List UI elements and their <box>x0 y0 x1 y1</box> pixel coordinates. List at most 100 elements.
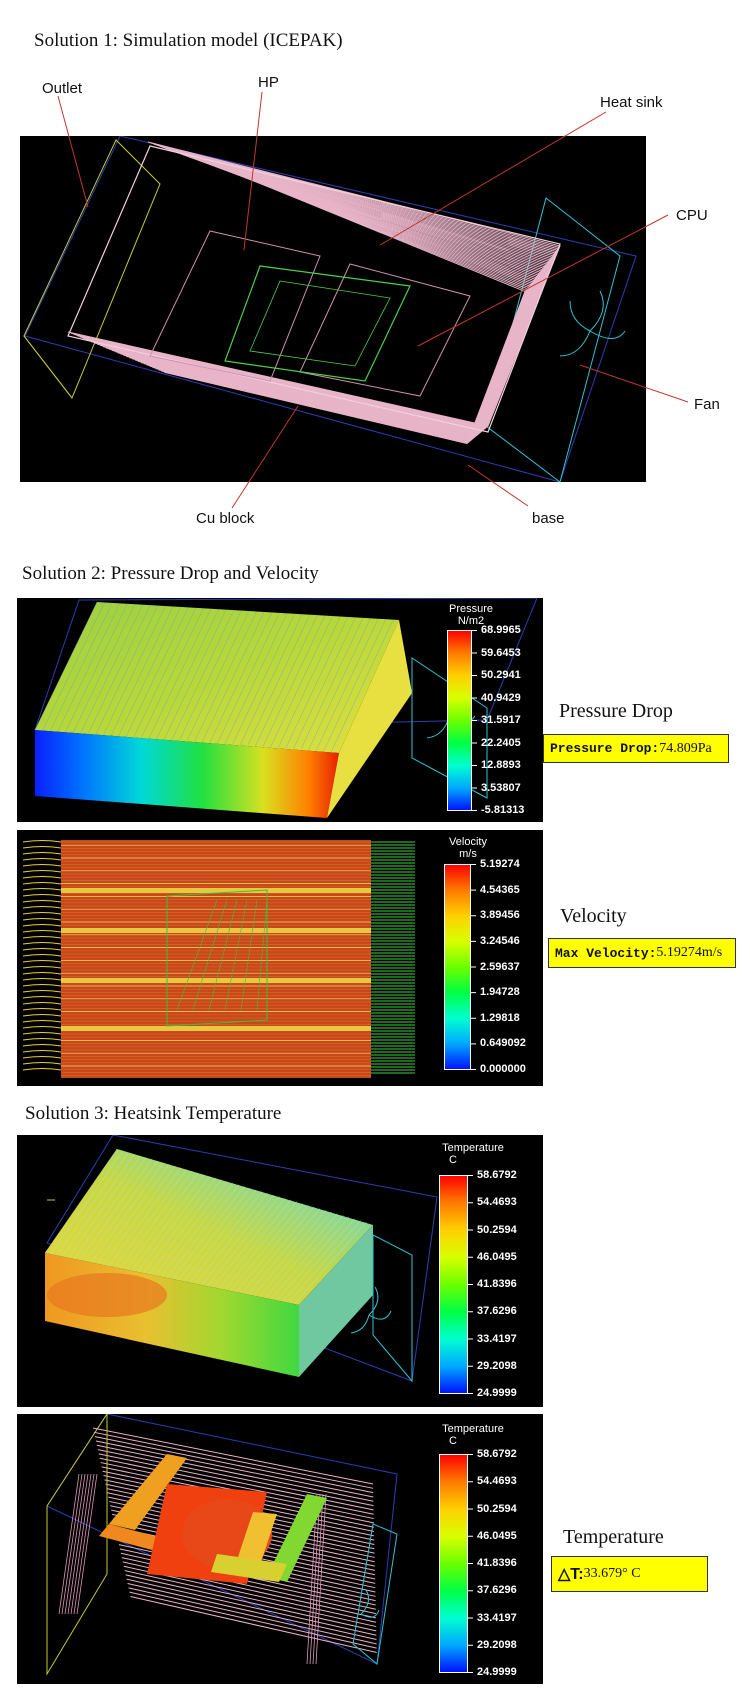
solution3-heading: Solution 3: Heatsink Temperature <box>25 1103 282 1124</box>
pressure-color-legend: 68.9965 59.6453 50.2941 40.9429 31.5917 22.24… <box>447 624 537 816</box>
temp2-legend-tick-label: 54.4693 <box>477 1475 517 1488</box>
fan-callout-line <box>579 364 689 403</box>
base-outline <box>67 145 561 433</box>
velocity-legend-quantity: Velocity <box>449 836 487 848</box>
delta-t-result-value: 33.679° C <box>583 1566 641 1581</box>
velocity-legend-tick-label: 1.29818 <box>480 1011 520 1024</box>
pressure-legend-gradient <box>447 630 472 811</box>
hp-callout-line <box>243 91 263 251</box>
velocity-inlet-swirl <box>22 840 62 1071</box>
pressure-legend-tick-label: 3.53807 <box>481 781 521 794</box>
pressure-legend-tick-label: 68.9965 <box>481 624 521 636</box>
temperature-legend-unit: C <box>449 1154 457 1166</box>
base-temperature-panel: Temperature C 58.6792 54.4693 50.2594 46.04… <box>17 1414 543 1684</box>
velocity-channel-bands <box>61 888 371 1031</box>
velocity-legend-bar <box>444 864 476 1070</box>
delta-t-result-label: △T: <box>558 1566 584 1583</box>
temp1-legend-tick-label: 24.9999 <box>477 1387 517 1399</box>
callout-lines <box>57 91 689 509</box>
t2-outlet-box <box>46 1414 108 1676</box>
temp1-legend-tick-label: 37.6296 <box>477 1305 517 1318</box>
velocity-legend-tick-label: 2.59637 <box>480 960 520 973</box>
temp2-legend-tick-label: 46.0495 <box>477 1529 517 1542</box>
max-velocity-result: Max Velocity: 5.19274m/s <box>548 938 736 968</box>
velocity-cu-block <box>166 889 268 1027</box>
temp1-legend-tick-label: 46.0495 <box>477 1250 517 1263</box>
temperature-color-legend: 58.6792 54.4693 50.2594 46.0495 41.8396 37.62… <box>439 1169 539 1399</box>
velocity-legend-tick-label: 3.89456 <box>480 909 520 922</box>
cpu-outline <box>249 280 391 367</box>
pressure-drop-result-label: Pressure Drop: <box>550 741 660 756</box>
outlet-edge <box>23 335 73 399</box>
pressure-legend-bar <box>447 630 477 811</box>
label-hp: HP <box>258 74 279 91</box>
t2-heat-pipe-left <box>109 1454 187 1530</box>
pressure-legend-tick-label: 59.6453 <box>481 646 521 659</box>
heat-pipes <box>149 230 471 397</box>
t2-fan-icon <box>360 1589 380 1618</box>
t1-fin-lines <box>44 1148 367 1304</box>
temperature-contour-panel: Temperature C 58.6792 54.4693 50.2594 46.04… <box>17 1135 543 1407</box>
velocity-legend-gradient <box>444 864 471 1070</box>
t1-fan-icon <box>350 1286 392 1334</box>
temp1-legend-tick-label: 41.8396 <box>477 1278 517 1290</box>
label-outlet: Outlet <box>42 80 83 97</box>
temperature-legend-quantity: Temperature <box>442 1142 504 1154</box>
velocity-legend-tick-label: 3.24546 <box>480 934 520 947</box>
temp2-legend-tick-label: 37.6296 <box>477 1584 517 1597</box>
velocity-cu-hatch <box>224 899 248 1011</box>
icepak-model-view <box>20 136 646 482</box>
velocity-fin-region <box>61 840 371 1078</box>
solution1-heading: Solution 1: Simulation model (ICEPAK) <box>34 30 343 51</box>
pressure-contour-drawing <box>34 598 538 818</box>
heat-sink-fins <box>67 141 561 445</box>
pressure-legend-tick-label: -5.81313 <box>481 804 525 816</box>
t1-top-face <box>45 1149 373 1305</box>
velocity-legend-title: Velocity m/s <box>438 836 498 860</box>
base-temperature-drawing <box>46 1414 398 1676</box>
heat-sink-callout-line <box>379 111 607 246</box>
pressure-drop-result: Pressure Drop: 74.809Pa <box>543 734 729 763</box>
pressure-legend-tick-label: 40.9429 <box>481 691 521 704</box>
label-cu-block: Cu block <box>196 510 255 527</box>
temp2-legend-gradient <box>439 1454 468 1673</box>
temp1-legend-tick-label: 33.4197 <box>477 1332 517 1345</box>
pressure-front-face <box>35 730 339 818</box>
temp2-legend-tick-label: 24.9999 <box>477 1666 517 1678</box>
pressure-legend-tick-label: 50.2941 <box>481 669 521 681</box>
outlet-callout-line <box>57 95 89 208</box>
t2-fan-box <box>352 1523 398 1665</box>
pressure-fin-lines <box>34 601 394 752</box>
temp2-legend-bar <box>439 1454 473 1673</box>
pressure-legend-tick-label: 22.2405 <box>481 736 521 749</box>
temp2-legend-tick-label: 33.4197 <box>477 1611 517 1624</box>
delta-t-result: △T: 33.679° C <box>551 1556 708 1592</box>
pressure-drop-result-value: 74.809Pa <box>659 740 712 756</box>
velocity-legend-tick-label: 5.19274 <box>480 858 520 870</box>
t1-side-face <box>299 1225 373 1377</box>
temperature-side-title: Temperature <box>563 1526 664 1548</box>
temp2-legend-tick-label: 58.6792 <box>477 1448 517 1460</box>
temp2-legend-tick-label: 29.2098 <box>477 1638 517 1651</box>
velocity-legend-tick-label: 4.54365 <box>480 883 520 896</box>
base-callout-line <box>467 464 529 507</box>
temperature2-color-legend: 58.6792 54.4693 50.2594 46.0495 41.8396 37.62… <box>439 1448 539 1678</box>
cpu-callout-line <box>417 214 669 347</box>
t1-fan-box <box>372 1234 413 1383</box>
pressure-contour-panel: Pressure N/m2 68.9965 59.6453 50.2941 40.94… <box>17 598 543 822</box>
velocity-side-title: Velocity <box>560 905 627 927</box>
velocity-vector-panel: Velocity m/s 5.19274 4.54365 3.89456 3.2454… <box>17 830 543 1086</box>
velocity-cu-hatch <box>240 899 258 1011</box>
solution2-heading: Solution 2: Pressure Drop and Velocity <box>22 563 319 584</box>
cu-block-outline <box>224 265 411 382</box>
temperature2-legend-title: Temperature C <box>435 1423 511 1447</box>
pressure-legend-unit: N/m2 <box>457 615 485 627</box>
velocity-cu-hatch <box>192 899 228 1011</box>
temperature2-legend-unit: C <box>449 1435 457 1447</box>
pressure-legend-title: Pressure N/m2 <box>441 603 501 627</box>
max-velocity-result-value: 5.19274m/s <box>656 945 723 960</box>
velocity-legend-tick-label: 0.000000 <box>480 1063 526 1075</box>
label-fan: Fan <box>694 396 720 413</box>
t2-heat-pipe-right <box>267 1494 327 1582</box>
fan-icon <box>559 290 626 357</box>
